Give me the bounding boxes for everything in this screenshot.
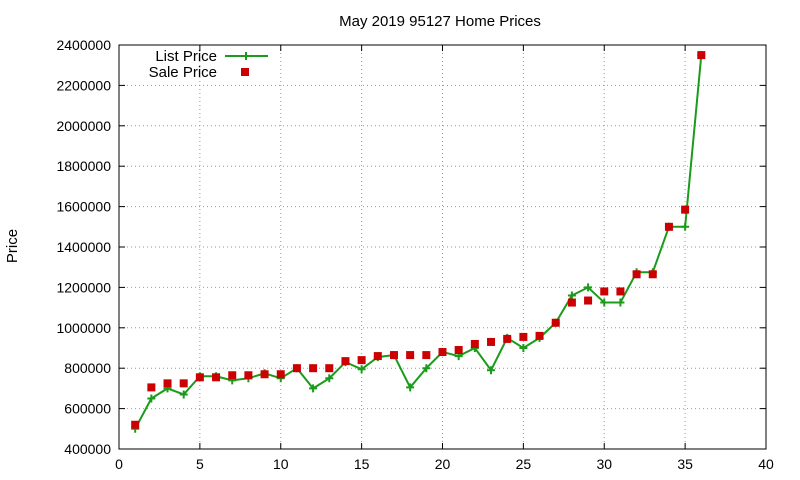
y-tick-label: 1600000 xyxy=(56,199,111,215)
y-tick-label: 1200000 xyxy=(56,279,111,295)
list-price-point xyxy=(325,374,334,383)
x-tick-label: 35 xyxy=(677,456,693,472)
list-price-point xyxy=(179,390,188,399)
sale-price-point xyxy=(147,383,156,392)
sale-price-point xyxy=(584,296,593,305)
legend-marker-sale-price xyxy=(241,68,249,76)
sale-price-point xyxy=(648,270,657,279)
list-price-point xyxy=(422,364,431,373)
list-price-point xyxy=(600,298,609,307)
sale-price-point xyxy=(325,364,334,373)
y-tick-label: 1400000 xyxy=(56,239,111,255)
legend-label-list-price: List Price xyxy=(155,48,217,65)
sale-price-point xyxy=(535,331,544,340)
sale-price-point xyxy=(341,357,350,366)
sale-price-point xyxy=(309,364,318,373)
chart-title: May 2019 95127 Home Prices xyxy=(339,13,541,30)
list-price-point xyxy=(147,394,156,403)
x-tick-label: 10 xyxy=(273,456,289,472)
x-tick-label: 25 xyxy=(516,456,532,472)
sale-price-point xyxy=(681,205,690,214)
list-price-point xyxy=(519,344,528,352)
legend-label-sale-price: Sale Price xyxy=(149,64,217,81)
grid xyxy=(119,45,766,449)
sale-price-point xyxy=(487,337,496,346)
x-tick-label: 20 xyxy=(435,456,451,472)
x-tick-label: 5 xyxy=(196,456,204,472)
sale-price-point xyxy=(228,371,237,380)
x-tick-label: 40 xyxy=(758,456,774,472)
sale-price-point xyxy=(519,332,528,341)
list-price-line xyxy=(134,55,703,430)
sale-price-point xyxy=(131,420,140,429)
list-price-point xyxy=(616,298,625,307)
series-layer xyxy=(131,51,706,433)
legend-marker-list-price xyxy=(242,52,250,60)
list-price-point xyxy=(681,222,690,231)
list-price-point xyxy=(406,383,415,392)
list-price-point xyxy=(584,283,593,292)
sale-price-point xyxy=(664,222,673,231)
sale-price-point xyxy=(357,356,366,365)
x-tick-label: 30 xyxy=(596,456,612,472)
sale-price-point xyxy=(244,371,253,380)
sale-price-point xyxy=(438,348,447,357)
sale-price-point xyxy=(212,373,221,382)
y-tick-label: 600000 xyxy=(64,401,111,417)
y-tick-label: 800000 xyxy=(64,360,111,376)
sale-price-point xyxy=(422,351,431,360)
axis-ticks: 0 5 10 15 20 25 30 35 40 400000 600000 800000 100000… xyxy=(56,37,774,472)
sale-price-point xyxy=(616,287,625,296)
sale-price-point xyxy=(373,352,382,361)
sale-price-point xyxy=(276,370,285,379)
list-price-point xyxy=(309,384,318,393)
y-tick-label: 1800000 xyxy=(56,158,111,174)
y-tick-label: 2000000 xyxy=(56,118,111,134)
sale-price-point xyxy=(600,287,609,296)
x-tick-label: 15 xyxy=(354,456,370,472)
y-tick-label: 2400000 xyxy=(56,37,111,53)
x-tick-label: 0 xyxy=(115,456,123,472)
sale-price-point xyxy=(470,339,479,348)
sale-price-point xyxy=(260,370,269,379)
sale-price-point xyxy=(567,298,576,307)
sale-price-point xyxy=(195,373,204,382)
y-tick-label: 1000000 xyxy=(56,320,111,336)
sale-price-point xyxy=(163,379,172,388)
y-tick-label: 2200000 xyxy=(56,77,111,93)
sale-price-point xyxy=(551,318,560,327)
sale-price-point xyxy=(454,346,463,355)
sale-price-point xyxy=(697,51,706,60)
sale-price-point xyxy=(389,351,398,360)
list-price-point xyxy=(357,365,366,374)
sale-price-point xyxy=(406,351,415,360)
sale-price-point xyxy=(503,334,512,343)
list-price-point xyxy=(487,366,496,375)
sale-price-point xyxy=(292,364,301,373)
sale-price-point xyxy=(179,379,188,388)
y-axis-label: Price xyxy=(4,229,21,263)
sale-price-point xyxy=(632,270,641,279)
y-tick-label: 400000 xyxy=(64,441,111,457)
list-price-point xyxy=(567,291,576,300)
